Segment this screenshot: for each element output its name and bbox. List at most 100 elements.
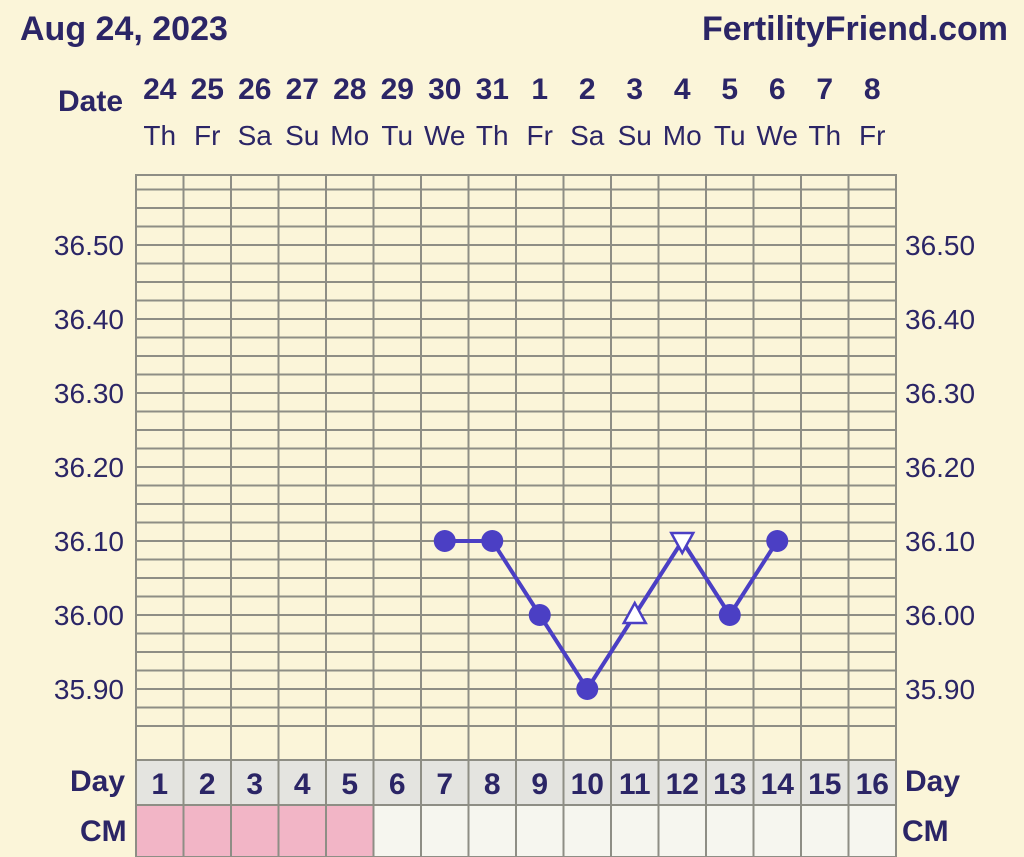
date-label: 3 <box>626 73 643 106</box>
date-label: 25 <box>191 73 224 106</box>
weekday-label: Mo <box>330 120 369 151</box>
weekday-label: Th <box>143 120 176 151</box>
y-tick-label-left: 35.90 <box>54 674 124 705</box>
cycle-day-cell <box>325 759 375 806</box>
date-label: 8 <box>864 73 881 106</box>
date-label: 27 <box>286 73 319 106</box>
cycle-day-cell <box>135 759 185 806</box>
cycle-day-row: 1 2 3 4 5 6 7 8 9 10 11 12 13 14 15 16 <box>135 759 897 806</box>
series-segment <box>680 539 732 617</box>
weekday-label: Mo <box>663 120 702 151</box>
date-label: 24 <box>143 73 177 106</box>
cycle-day-label: 7 <box>436 768 453 801</box>
cm-cell <box>562 804 612 857</box>
cycle-day-label: 11 <box>619 768 651 801</box>
cm-cell <box>657 804 707 857</box>
date-label: 29 <box>381 73 414 106</box>
y-tick-label-right: 35.90 <box>905 674 975 705</box>
cycle-day-cell <box>467 759 517 806</box>
cm-row-label-right: CM <box>902 815 949 848</box>
weekday-label: Sa <box>570 120 605 151</box>
date-label: 31 <box>476 73 509 106</box>
cycle-day-label: 5 <box>341 768 358 801</box>
temperature-point-triangle-down <box>669 531 696 556</box>
cycle-day-label: 8 <box>484 768 501 801</box>
cycle-day-cell <box>562 759 612 806</box>
cm-cell <box>515 804 565 857</box>
cycle-day-label: 4 <box>294 768 311 801</box>
date-label: 1 <box>531 73 548 106</box>
temperature-point <box>433 530 456 552</box>
cycle-day-label: 14 <box>761 768 795 801</box>
cm-row-label-left: CM <box>80 815 127 848</box>
cycle-day-cell <box>515 759 565 806</box>
y-tick-label-left: 36.20 <box>54 452 124 483</box>
cycle-day-label: 15 <box>808 768 841 801</box>
day-row-label-left: Day <box>70 765 125 798</box>
cycle-day-label: 6 <box>389 768 406 801</box>
cm-cell <box>752 804 802 857</box>
y-tick-label-right: 36.10 <box>905 526 975 557</box>
weekday-label: Fr <box>194 120 220 151</box>
y-tick-label-left: 36.30 <box>54 378 124 409</box>
y-tick-label-left: 36.00 <box>54 600 124 631</box>
date-label: 6 <box>769 73 786 106</box>
weekday-label: Sa <box>238 120 273 151</box>
y-tick-label-right: 36.50 <box>905 230 975 261</box>
cm-cell-period <box>182 804 232 857</box>
date-label: 26 <box>238 73 271 106</box>
cm-cell <box>800 804 850 857</box>
weekday-label: Th <box>476 120 509 151</box>
y-tick-label-right: 36.40 <box>905 304 975 335</box>
temperature-point <box>576 678 599 700</box>
date-labels: 24 25 26 27 28 29 30 31 1 2 3 4 5 6 7 8 <box>143 73 881 106</box>
cm-cell-period <box>277 804 327 857</box>
cm-cell <box>705 804 755 857</box>
y-tick-label-right: 36.20 <box>905 452 975 483</box>
date-label: 7 <box>816 73 833 106</box>
plot-area <box>135 174 897 855</box>
y-axis-right: 36.50 36.40 36.30 36.20 36.10 36.00 35.90 <box>905 230 975 705</box>
date-label: 5 <box>721 73 738 106</box>
date-label: 30 <box>428 73 461 106</box>
site-name: FertilityFriend.com <box>702 10 1008 48</box>
date-label: 28 <box>333 73 366 106</box>
cm-cell <box>847 804 897 857</box>
series-segment <box>727 539 780 617</box>
temperature-point-triangle-up <box>621 600 648 625</box>
weekday-label: We <box>757 120 799 151</box>
cm-row <box>135 804 897 857</box>
day-row-label-right: Day <box>905 765 960 798</box>
temperature-point <box>718 604 741 626</box>
y-axis-left: 36.50 36.40 36.30 36.20 36.10 36.00 35.90 <box>54 230 124 705</box>
weekday-label: Su <box>285 120 319 151</box>
cycle-day-label: 13 <box>713 768 746 801</box>
date-label: 2 <box>579 73 596 106</box>
y-tick-label-right: 36.00 <box>905 600 975 631</box>
temperature-point <box>481 530 504 552</box>
cm-cell <box>372 804 422 857</box>
cm-cell <box>467 804 517 857</box>
cm-cell <box>420 804 470 857</box>
series-segment <box>537 613 590 691</box>
temperature-point <box>766 530 789 552</box>
cycle-day-label: 9 <box>531 768 548 801</box>
date-row-label: Date <box>58 85 123 118</box>
cm-cell-period <box>325 804 375 857</box>
cycle-day-cell <box>230 759 280 806</box>
weekday-label: Su <box>618 120 652 151</box>
cycle-day-label: 10 <box>571 768 604 801</box>
temperature-point <box>528 604 551 626</box>
cm-cell-period <box>230 804 280 857</box>
cycle-day-label: 12 <box>666 768 699 801</box>
cycle-day-label: 2 <box>199 768 216 801</box>
weekday-label: Th <box>808 120 841 151</box>
cm-cell-period <box>135 804 185 857</box>
cycle-day-label: 3 <box>246 768 263 801</box>
y-tick-label-left: 36.10 <box>54 526 124 557</box>
y-tick-label-right: 36.30 <box>905 378 975 409</box>
weekday-labels: Th Fr Sa Su Mo Tu We Th Fr Sa Su Mo Tu We Th Fr <box>143 120 885 151</box>
series-segment <box>585 613 637 691</box>
cm-cell <box>610 804 660 857</box>
